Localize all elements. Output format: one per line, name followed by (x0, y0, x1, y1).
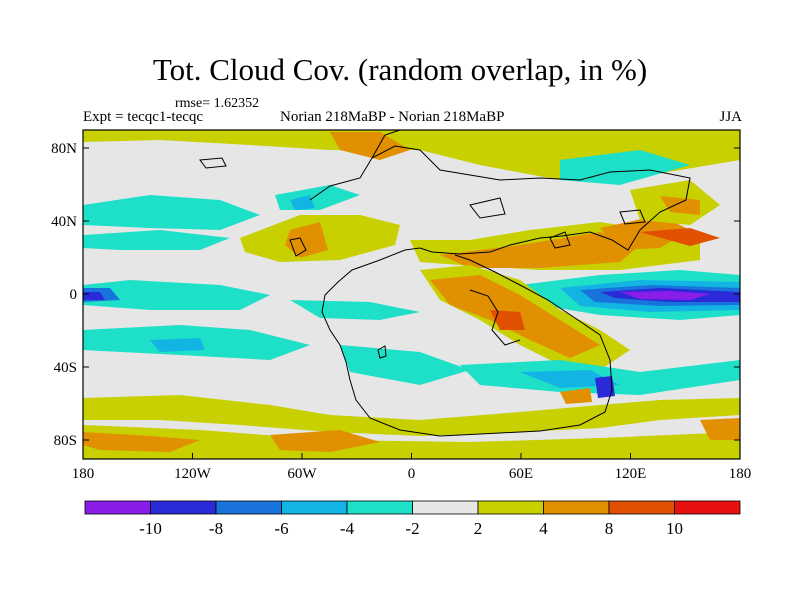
colorbar-tick-label: -2 (405, 519, 419, 538)
x-tick-label: 60E (509, 466, 533, 482)
colorbar-swatch (543, 500, 610, 515)
x-tick-label: 60W (287, 466, 317, 482)
y-tick-marks (83, 147, 740, 441)
colorbar-swatch (346, 500, 413, 515)
rmse-label: rmse= 1.62352 (175, 96, 260, 111)
y-tick-label: 40S (54, 360, 77, 376)
x-tick-label: 180 (72, 466, 95, 482)
colorbar-tick-label: -6 (274, 519, 288, 538)
colorbar-swatch (674, 500, 741, 515)
colorbar-labels: -10 -8 -6 -4 -2 2 4 8 10 (139, 519, 683, 538)
colorbar (84, 500, 741, 515)
figure-title: Tot. Cloud Cov. (random overlap, in %) (152, 52, 648, 87)
colorbar-swatch (412, 500, 479, 515)
colorbar-swatch (150, 500, 217, 515)
y-tick-label: 0 (70, 287, 78, 303)
colorbar-tick-label: 2 (474, 519, 483, 538)
colorbar-tick-label: 10 (666, 519, 683, 538)
x-tick-label: 120W (174, 466, 212, 482)
colorbar-swatch (84, 500, 151, 515)
colorbar-tick-label: 8 (605, 519, 614, 538)
x-tick-marks (82, 453, 741, 459)
x-tick-label: 180 (729, 466, 752, 482)
colorbar-swatch (477, 500, 544, 515)
x-tick-label: 0 (408, 466, 416, 482)
colorbar-tick-label: 4 (539, 519, 548, 538)
colorbar-swatch (215, 500, 282, 515)
y-tick-label: 40N (51, 214, 77, 230)
subtitle: Norian 218MaBP - Norian 218MaBP (280, 109, 505, 125)
colorbar-tick-label: -10 (139, 519, 162, 538)
coastlines (199, 130, 691, 437)
y-tick-label: 80N (51, 141, 77, 157)
y-tick-label: 80S (54, 433, 77, 449)
colorbar-tick-label: -8 (209, 519, 223, 538)
colorbar-swatch (281, 500, 348, 515)
colorbar-swatch (608, 500, 675, 515)
season-label: JJA (719, 109, 742, 125)
experiment-label: Expt = tecqc1-tecqc (83, 109, 204, 125)
contour-fills (83, 130, 740, 459)
x-tick-label: 120E (615, 466, 647, 482)
colorbar-tick-label: -4 (340, 519, 355, 538)
